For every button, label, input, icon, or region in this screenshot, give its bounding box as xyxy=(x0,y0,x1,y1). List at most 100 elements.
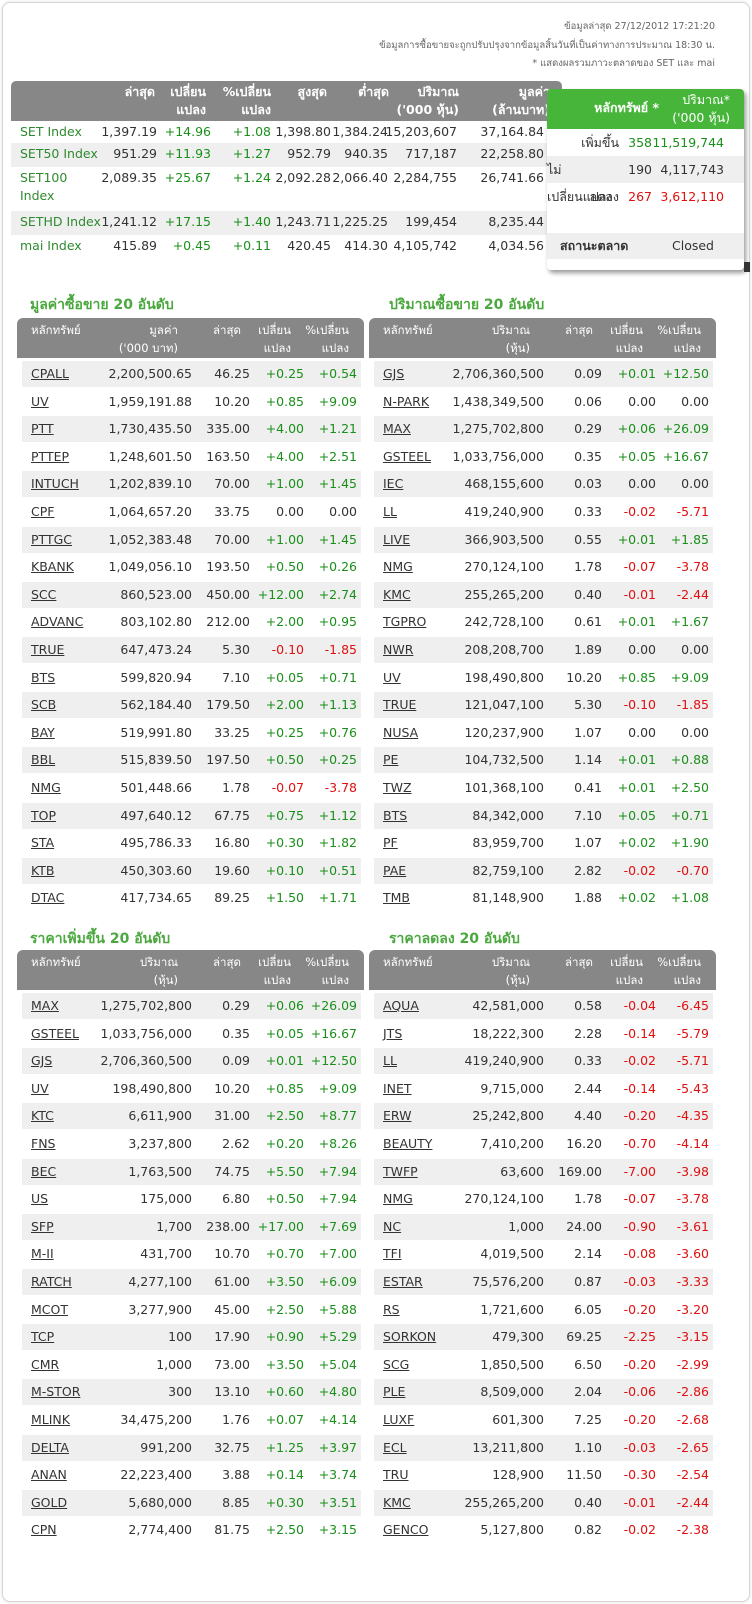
top-gainers-symbol-link[interactable]: M-II xyxy=(31,1246,54,1262)
top-losers-symbol-link[interactable]: ESTAR xyxy=(383,1274,423,1289)
index-name[interactable]: SET50 Index xyxy=(20,146,98,161)
top-losers-symbol-link[interactable]: NMG xyxy=(383,1191,413,1207)
top-losers-symbol-link[interactable]: RS xyxy=(383,1301,400,1317)
top-losers-symbol-link[interactable]: BEAUTY xyxy=(383,1136,433,1151)
top-volume-cell: +0.88 xyxy=(670,752,709,768)
top-volume-symbol-link[interactable]: BTS xyxy=(383,807,408,823)
top-volume-symbol-link[interactable]: KMC xyxy=(383,586,411,602)
index-name[interactable]: SETHD Index xyxy=(20,214,101,229)
top-gainers-row: TCP 100 17.90 +0.90 +5.29 xyxy=(22,1324,361,1351)
index-name[interactable]: mai Index xyxy=(20,238,82,253)
top-value-symbol-link[interactable]: STA xyxy=(31,835,55,851)
top-volume-symbol-link[interactable]: TRUE xyxy=(383,697,417,713)
top-losers-symbol-link[interactable]: INET xyxy=(383,1080,412,1096)
top-volume-cell: 1,438,349,500 xyxy=(452,393,544,409)
top-losers-cell: 255,265,200 xyxy=(464,1494,544,1510)
top-losers-symbol-link[interactable]: LL xyxy=(383,1053,397,1069)
top-volume-symbol-link[interactable]: PE xyxy=(383,752,399,768)
top-gainers-symbol-link[interactable]: ANAN xyxy=(31,1467,67,1483)
top-gainers-symbol-link[interactable]: DELTA xyxy=(31,1439,69,1455)
top-volume-symbol-link[interactable]: NMG xyxy=(383,559,413,575)
top-volume-symbol-link[interactable]: UV xyxy=(383,669,401,685)
top-value-symbol-link[interactable]: CPF xyxy=(31,504,55,519)
top-value-row: NMG 501,448.66 1.78 -0.07 -3.78 xyxy=(22,775,361,801)
top-value-cell: +1.82 xyxy=(318,835,357,851)
top-losers-symbol-link[interactable]: TRU xyxy=(383,1467,409,1483)
top-volume-symbol-link[interactable]: NUSA xyxy=(383,724,419,740)
top-losers-symbol-link[interactable]: TWFP xyxy=(383,1163,418,1179)
top-value-symbol-link[interactable]: BBL xyxy=(31,752,56,768)
top-losers-symbol-link[interactable]: PLE xyxy=(383,1384,406,1400)
top-gainers-symbol-link[interactable]: GOLD xyxy=(31,1494,68,1510)
top-volume-symbol-link[interactable]: N-PARK xyxy=(383,393,430,409)
top-value-symbol-link[interactable]: PTTEP xyxy=(31,448,70,464)
top-gainers-symbol-link[interactable]: UV xyxy=(31,1080,49,1096)
top-losers-symbol-link[interactable]: GENCO xyxy=(383,1522,429,1538)
top-volume-symbol-link[interactable]: IEC xyxy=(383,476,404,492)
top-volume-symbol-link[interactable]: LL xyxy=(383,504,397,519)
top-value-symbol-link[interactable]: KBANK xyxy=(31,559,74,575)
top-losers-symbol-link[interactable]: SORKON xyxy=(383,1329,437,1345)
top-losers-symbol-link[interactable]: SCG xyxy=(383,1356,410,1372)
top-value-symbol-link[interactable]: TRUE xyxy=(31,642,65,657)
top-volume-symbol-link[interactable]: TMB xyxy=(383,890,410,906)
top-gainers-symbol-link[interactable]: CPN xyxy=(31,1522,57,1538)
top-gainers-symbol-link[interactable]: TCP xyxy=(31,1329,55,1345)
adv-volume: 4,117,743 xyxy=(660,162,724,177)
top-losers-cell: -2.65 xyxy=(676,1439,709,1455)
top-volume-symbol-link[interactable]: GJS xyxy=(383,366,405,381)
index-vol: 717,187 xyxy=(405,146,457,161)
index-name[interactable]: SET Index xyxy=(20,124,82,139)
top-gainers-symbol-link[interactable]: M-STOR xyxy=(31,1384,81,1400)
top-value-symbol-link[interactable]: DTAC xyxy=(31,890,65,906)
top-losers-symbol-link[interactable]: ECL xyxy=(383,1439,407,1455)
top-gainers-symbol-link[interactable]: MCOT xyxy=(31,1301,68,1317)
top-losers-symbol-link[interactable]: KMC xyxy=(383,1494,411,1510)
top-volume-symbol-link[interactable]: LIVE xyxy=(383,531,411,547)
top-volume-symbol-link[interactable]: GSTEEL xyxy=(383,448,432,464)
top-losers-cell: 25,242,800 xyxy=(472,1108,544,1124)
top-volume-symbol-link[interactable]: MAX xyxy=(383,421,411,437)
top-gainers-symbol-link[interactable]: GJS xyxy=(31,1053,53,1069)
top-losers-symbol-link[interactable]: ERW xyxy=(383,1108,412,1124)
top-value-symbol-link[interactable]: BTS xyxy=(31,669,56,685)
top-volume-symbol-link[interactable]: TGPRO xyxy=(383,614,427,630)
top-losers-symbol-link[interactable]: TFI xyxy=(383,1246,402,1262)
top-value-symbol-link[interactable]: NMG xyxy=(31,780,61,795)
index-high: 952.79 xyxy=(287,146,331,161)
top-gainers-symbol-link[interactable]: CMR xyxy=(31,1356,60,1372)
top-gainers-symbol-link[interactable]: SFP xyxy=(31,1218,54,1234)
top-volume-symbol-link[interactable]: NWR xyxy=(383,642,414,657)
top-value-symbol-link[interactable]: KTB xyxy=(31,862,55,878)
top-gainers-symbol-link[interactable]: US xyxy=(31,1191,49,1207)
top-value-cell: 417,734.65 xyxy=(120,890,192,906)
top-value-symbol-link[interactable]: SCC xyxy=(31,586,57,602)
index-name[interactable]: SET100 Index xyxy=(20,170,68,203)
top-losers-symbol-link[interactable]: AQUA xyxy=(383,998,419,1013)
top-losers-symbol-link[interactable]: JTS xyxy=(383,1025,403,1041)
top-volume-symbol-link[interactable]: PF xyxy=(383,835,398,851)
top-value-symbol-link[interactable]: UV xyxy=(31,393,49,409)
top-value-symbol-link[interactable]: PTT xyxy=(31,421,54,437)
top-losers-cell: 6.05 xyxy=(574,1301,602,1317)
top-volume-symbol-link[interactable]: PAE xyxy=(383,862,407,878)
top-value-symbol-link[interactable]: ADVANC xyxy=(31,614,84,630)
top-gainers-symbol-link[interactable]: RATCH xyxy=(31,1274,72,1289)
top-gainers-symbol-link[interactable]: GSTEEL xyxy=(31,1025,80,1041)
top-value-symbol-link[interactable]: BAY xyxy=(31,724,55,740)
top-gainers-cell: +0.30 xyxy=(265,1494,304,1510)
top-volume-cell: -0.10 xyxy=(623,697,656,713)
top-value-symbol-link[interactable]: SCB xyxy=(31,697,57,713)
top-gainers-symbol-link[interactable]: BEC xyxy=(31,1163,57,1179)
top-losers-symbol-link[interactable]: NC xyxy=(383,1218,402,1234)
top-volume-symbol-link[interactable]: TWZ xyxy=(383,780,412,795)
top-gainers-symbol-link[interactable]: KTC xyxy=(31,1108,54,1124)
top-value-symbol-link[interactable]: PTTGC xyxy=(31,531,73,547)
top-losers-symbol-link[interactable]: LUXF xyxy=(383,1412,415,1427)
top-gainers-symbol-link[interactable]: MAX xyxy=(31,998,59,1013)
top-value-symbol-link[interactable]: TOP xyxy=(31,807,57,823)
top-value-symbol-link[interactable]: CPALL xyxy=(31,366,69,381)
top-gainers-symbol-link[interactable]: MLINK xyxy=(31,1412,70,1427)
top-value-symbol-link[interactable]: INTUCH xyxy=(31,476,79,492)
top-gainers-symbol-link[interactable]: FNS xyxy=(31,1136,56,1151)
